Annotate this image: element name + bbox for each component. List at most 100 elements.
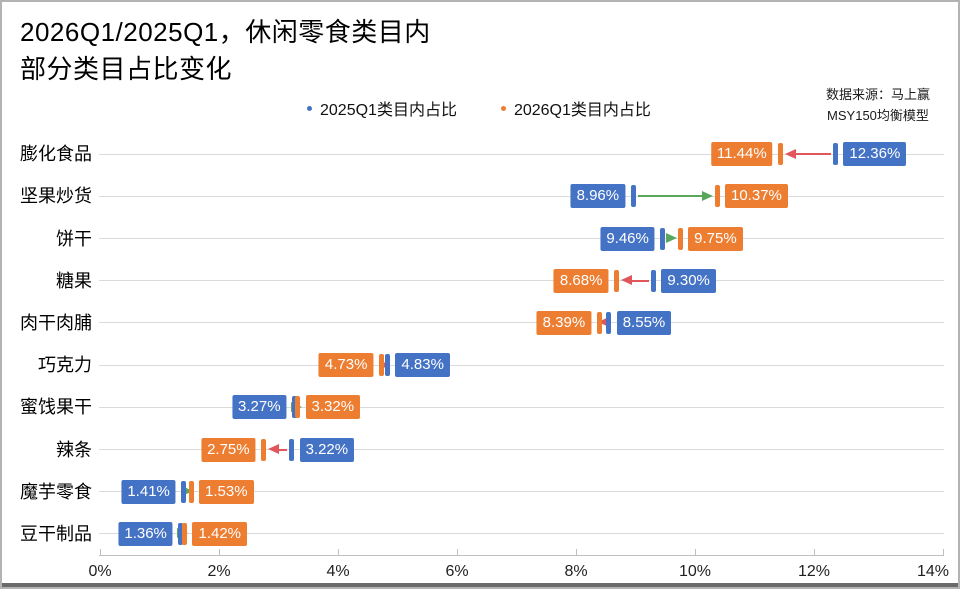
value-label: 9.30%	[661, 268, 716, 293]
change-arrow-head-icon	[378, 359, 390, 370]
x-axis-tick	[457, 549, 458, 555]
data-point-tick	[650, 269, 656, 292]
data-point-tick	[384, 354, 390, 377]
chart-title-line2: 部分类目占比变化	[20, 54, 233, 84]
value-label: 3.32%	[305, 395, 361, 420]
change-arrow-head-icon	[785, 148, 797, 159]
data-point-tick	[178, 522, 184, 545]
value-label: 9.75%	[688, 226, 743, 251]
legend-dot-blue-icon	[307, 105, 312, 111]
value-label: 11.44%	[710, 142, 773, 167]
row-gridline	[99, 153, 944, 155]
value-label: 2.75%	[201, 437, 256, 462]
row-gridline	[99, 449, 944, 450]
category-label: 辣条	[56, 439, 92, 460]
value-label: 4.83%	[395, 353, 450, 378]
change-arrow-head-icon	[598, 317, 610, 328]
x-axis-tick	[338, 549, 339, 555]
data-point-tick	[714, 185, 720, 208]
x-axis-end-tick	[943, 549, 944, 555]
row-gridline	[99, 280, 944, 282]
value-label: 10.37%	[725, 184, 788, 209]
legend-item-2025q1: 2025Q1类目内占比	[307, 96, 457, 120]
x-axis-tick	[695, 549, 696, 555]
legend: 2025Q1类目内占比 2026Q1类目内占比	[307, 96, 651, 120]
data-point-tick	[289, 438, 295, 461]
x-axis-line	[99, 555, 944, 556]
chart-title: 2026Q1/2025Q1，休闲零食类目内 部分类目占比变化	[20, 14, 431, 88]
change-arrow-line	[637, 195, 702, 198]
value-label: 8.55%	[616, 310, 672, 335]
change-arrow-line	[796, 153, 831, 156]
data-point-tick	[188, 480, 194, 503]
change-arrow-head-icon	[620, 275, 632, 286]
data-point-tick	[261, 438, 267, 461]
change-arrow-head-icon	[665, 233, 677, 243]
x-axis-tick-label: 6%	[445, 563, 469, 580]
row-gridline	[99, 406, 944, 408]
value-label: 3.27%	[232, 395, 287, 420]
value-label: 4.73%	[318, 353, 374, 378]
value-label: 12.36%	[843, 142, 907, 167]
chart-title-line1: 2026Q1/2025Q1，休闲零食类目内	[20, 17, 431, 47]
data-point-tick	[181, 522, 187, 545]
value-label: 8.96%	[570, 184, 626, 209]
x-axis-tick-label: 2%	[207, 563, 231, 580]
row-gridline	[99, 533, 944, 535]
x-axis-tick	[100, 549, 101, 555]
data-point-tick	[778, 143, 784, 166]
category-label: 糖果	[56, 270, 92, 291]
category-label: 饼干	[56, 228, 92, 249]
value-label: 3.22%	[299, 437, 355, 462]
legend-dot-orange-icon	[500, 105, 506, 111]
value-label: 1.53%	[199, 479, 254, 504]
category-label: 肉干肉脯	[20, 312, 92, 333]
change-arrow-head-icon	[181, 486, 193, 497]
data-point-tick	[596, 311, 602, 334]
bottom-window-edge	[2, 583, 958, 587]
x-axis-tick-label: 0%	[88, 563, 112, 580]
data-point-tick	[660, 227, 666, 250]
data-point-tick	[295, 396, 301, 419]
category-label: 豆干制品	[20, 523, 92, 544]
legend-label-2026q1: 2026Q1类目内占比	[513, 102, 651, 119]
data-source-note: 数据来源：马上赢 MSY150均衡模型	[826, 84, 930, 126]
data-point-tick	[613, 269, 619, 292]
x-axis-tick-label: 8%	[564, 563, 588, 580]
data-point-tick	[292, 396, 298, 419]
category-label: 巧克力	[38, 355, 92, 376]
change-arrow-head-icon	[268, 444, 280, 454]
change-arrow-head-icon	[701, 190, 713, 201]
x-axis-tick-label: 4%	[326, 563, 350, 580]
data-point-tick	[181, 480, 187, 503]
category-label: 蜜饯果干	[20, 397, 92, 418]
x-axis-tick-label: 12%	[797, 563, 831, 580]
row-gridline	[99, 238, 944, 239]
value-label: 8.68%	[553, 268, 609, 293]
value-label: 8.39%	[536, 310, 592, 335]
legend-label-2025q1: 2025Q1类目内占比	[320, 102, 457, 119]
category-label: 膨化食品	[20, 144, 92, 165]
x-axis-tick-label: 14%	[916, 563, 950, 580]
value-label: 1.41%	[121, 479, 176, 504]
x-axis-tick	[219, 549, 220, 555]
data-point-tick	[832, 143, 838, 166]
category-label: 魔芋零食	[20, 481, 92, 502]
data-source-line1: 数据来源：马上赢	[825, 87, 930, 102]
row-gridline	[99, 322, 944, 324]
row-gridline	[99, 195, 944, 197]
data-source-line2: MSY150均衡模型	[827, 108, 929, 123]
row-gridline	[99, 364, 944, 366]
x-axis-tick	[814, 549, 815, 555]
change-arrow-line	[631, 279, 649, 282]
row-gridline	[99, 491, 944, 493]
data-point-tick	[378, 354, 384, 377]
legend-item-2026q1: 2026Q1类目内占比	[500, 96, 651, 120]
data-point-tick	[630, 185, 636, 208]
x-axis-tick	[576, 549, 577, 555]
category-label: 坚果炒货	[20, 186, 92, 207]
value-label: 1.36%	[118, 521, 173, 546]
data-point-tick	[677, 227, 683, 250]
